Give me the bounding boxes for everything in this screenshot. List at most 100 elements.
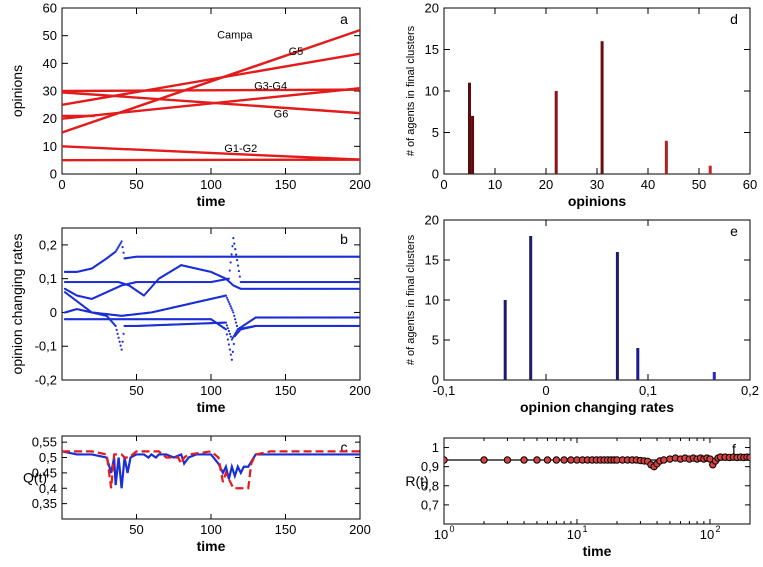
data-point (237, 269, 241, 273)
data-point (118, 340, 121, 343)
c-x-tick-label: 50 (129, 522, 143, 537)
d-x-tick-label: 20 (539, 177, 553, 192)
data-point (227, 329, 230, 333)
b-y-tick-label: 0,1 (39, 271, 57, 286)
chart-a: 0 50 100 150 200 0 10 20 30 40 50 60 time opinions a Ca… (9, 1, 371, 210)
data-point (234, 321, 238, 324)
data-point (235, 258, 239, 262)
data-point (503, 456, 512, 464)
c-plot-area (62, 450, 360, 490)
d-x-tick-label: 50 (692, 177, 706, 192)
data-point (233, 314, 236, 317)
data-point (224, 328, 227, 331)
data-point (660, 456, 668, 464)
data-point (118, 243, 121, 246)
f-y-axis-label: R(t) (405, 473, 428, 489)
data-point (231, 309, 234, 312)
b-y-tick-label: 0 (50, 305, 57, 320)
d-y-tick-label: 15 (425, 42, 439, 57)
f-panel-label: f (732, 441, 736, 457)
data-point (533, 456, 541, 464)
chart-b: 50 100 150 200 -0,2 -0,1 0 0,1 0,2 time opinion ch… (9, 227, 371, 415)
f-y-tick-label: 0,9 (421, 459, 439, 474)
data-point (227, 343, 230, 346)
c-x-axis-label: time (197, 538, 226, 554)
b-y-axis-label: opinion changing rates (9, 234, 25, 375)
data-point (121, 246, 124, 249)
a-y-tick-label: 10 (43, 139, 57, 154)
series-line (62, 28, 360, 134)
c-x-tick-label: 150 (275, 522, 297, 537)
data-point (358, 280, 360, 284)
data-point (114, 324, 117, 328)
data-point (228, 302, 231, 306)
f-y-tick-label: 1 (432, 440, 439, 455)
bar (503, 300, 507, 380)
c-y-axis-label: Q(t) (23, 470, 47, 486)
annotation: Campa (217, 29, 253, 41)
e-x-tick-label: 0 (542, 383, 549, 398)
data-point (235, 329, 238, 333)
data-point (231, 336, 234, 339)
c-x-tick-label: 200 (349, 522, 371, 537)
series-line (62, 145, 360, 161)
data-point (225, 324, 228, 327)
data-point (122, 251, 125, 254)
bar (712, 372, 716, 380)
f-plot-frame (443, 437, 751, 525)
d-x-tick-label: 10 (488, 177, 502, 192)
data-point (226, 298, 229, 301)
e-x-tick-label: 0,2 (741, 383, 759, 398)
data-point (234, 318, 237, 321)
data-point (234, 248, 237, 251)
data-point (230, 253, 233, 256)
bar (471, 115, 475, 174)
chart-c: 50 100 150 200 0,350,40,450,50,55 time Q(t) c (23, 435, 371, 554)
a-y-tick-label: 40 (43, 56, 57, 71)
d-x-tick-label: 40 (641, 177, 655, 192)
a-y-tick-label: 60 (43, 1, 57, 16)
e-y-tick-label: 5 (432, 333, 439, 348)
data-point (230, 338, 233, 341)
bar (529, 236, 533, 380)
e-y-tick-label: 10 (425, 293, 439, 308)
data-point (358, 324, 360, 328)
e-x-axis-label: opinion changing rates (520, 399, 674, 415)
c-y-tick-label: 0,5 (39, 450, 57, 465)
data-point (225, 296, 228, 299)
data-point (229, 353, 232, 356)
d-x-tick-label: 30 (590, 177, 604, 192)
data-point (233, 242, 236, 245)
f-x-tick-label: 10 (700, 527, 714, 542)
b-plot-area (63, 237, 360, 361)
data-point (230, 358, 233, 361)
b-y-tick-label: -0,1 (35, 339, 57, 354)
annotation: G5 (289, 46, 304, 58)
c-y-tick-label: 0,4 (39, 481, 57, 496)
e-y-tick-label: 20 (425, 213, 439, 228)
d-x-axis-label: opinions (568, 193, 627, 209)
data-point (235, 253, 238, 256)
f-x-tick-label: 10 (567, 527, 581, 542)
data-point (226, 338, 229, 341)
data-point (229, 305, 232, 308)
data-point (120, 348, 123, 351)
b-x-tick-label: 150 (275, 383, 297, 398)
data-point (226, 327, 229, 330)
f-plot-area (444, 453, 750, 471)
series-line (62, 158, 360, 162)
bar (468, 82, 471, 174)
data-point (121, 340, 124, 343)
e-y-tick-label: 15 (425, 253, 439, 268)
d-plot-area (468, 41, 712, 174)
d-y-tick-label: 20 (425, 1, 439, 16)
data-point (232, 311, 235, 314)
data-point (119, 344, 122, 347)
data-point (115, 248, 118, 252)
data-point (116, 332, 119, 335)
a-x-tick-label: 200 (349, 177, 371, 192)
c-panel-label: c (341, 439, 348, 455)
data-point (117, 336, 120, 339)
series-line (62, 91, 360, 115)
b-x-tick-label: 50 (129, 383, 143, 398)
